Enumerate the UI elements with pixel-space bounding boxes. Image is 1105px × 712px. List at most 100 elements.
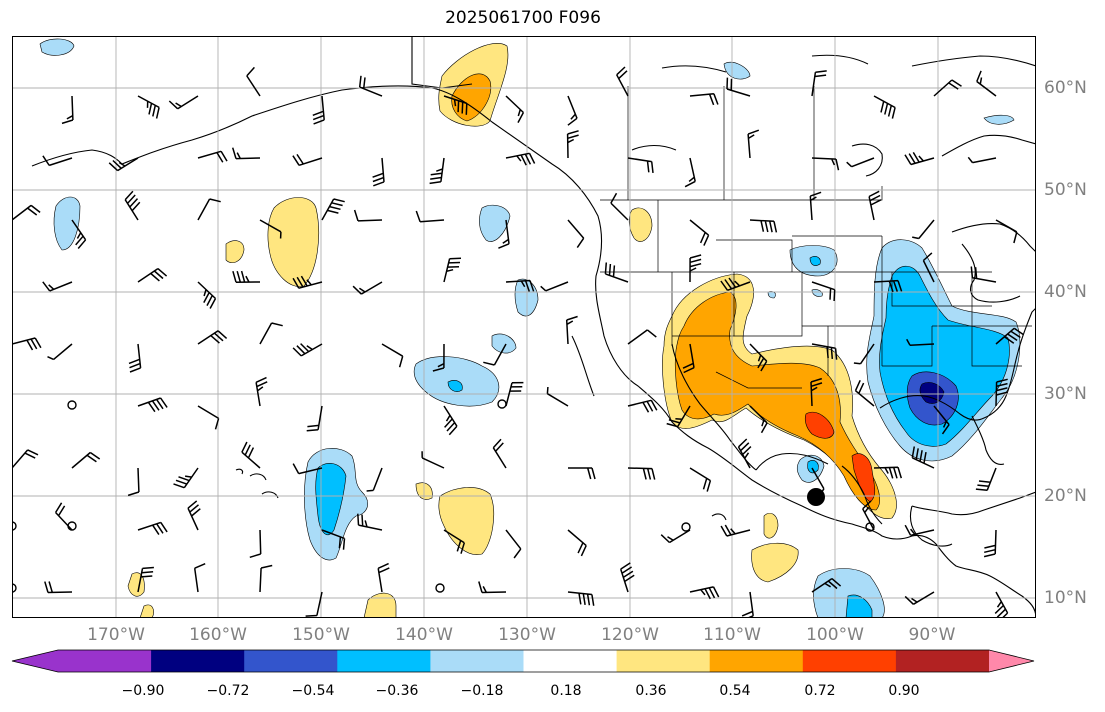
wind-barb — [922, 252, 935, 283]
colorbar-outline — [11, 649, 1035, 673]
wind-barb — [232, 270, 261, 283]
wind-barb — [737, 438, 752, 469]
wind-barb — [381, 343, 404, 368]
political-borders — [600, 86, 1032, 389]
wind-barb — [862, 500, 875, 531]
wind-barb — [567, 591, 595, 606]
colorbar-label: −0.90 — [121, 683, 165, 699]
wind-barb — [197, 198, 221, 221]
lon-label-120w: 120°W — [601, 625, 659, 645]
wind-barb — [684, 157, 696, 188]
wind-barb — [610, 192, 629, 221]
wind-barb — [967, 156, 997, 164]
lat-label-40n: 40°N — [1044, 282, 1087, 302]
wind-barb — [321, 529, 346, 550]
wind-barb — [505, 95, 525, 123]
lon-label-100w: 100°W — [806, 625, 864, 645]
wind-barb — [904, 591, 935, 605]
colorbar — [11, 649, 1035, 673]
wind-barb — [54, 502, 73, 531]
wind-barb — [292, 153, 323, 167]
wind-barb — [137, 267, 168, 283]
lon-label-150w: 150°W — [292, 625, 350, 645]
colorbar-label: 0.90 — [888, 683, 920, 699]
wind-barb — [810, 377, 823, 407]
wind-barb — [259, 564, 273, 593]
wind-barb — [249, 529, 262, 559]
wind-barb — [906, 338, 935, 346]
wind-barb — [505, 279, 535, 292]
wind-barb — [689, 219, 710, 246]
wind-barb — [357, 513, 383, 531]
wind-barb — [61, 95, 74, 125]
wind-barb — [976, 70, 997, 97]
coastlines — [31, 36, 1036, 618]
wind-barb — [666, 405, 691, 428]
colorbar-label: 0.54 — [719, 683, 751, 699]
wind-barb — [12, 337, 42, 351]
wind-barb — [868, 190, 882, 221]
lat-label-60n: 60°N — [1044, 78, 1087, 98]
wind-barb — [546, 386, 569, 407]
wind-barb — [321, 198, 345, 221]
lon-label-170w: 170°W — [87, 625, 145, 645]
wind-barb — [505, 381, 524, 407]
wind-barb — [372, 157, 385, 187]
lon-label-160w: 160°W — [189, 625, 247, 645]
wind-barb — [352, 281, 383, 295]
colorbar-segment — [802, 650, 897, 672]
wind-barb — [197, 330, 228, 345]
colorbar-label: 0.72 — [804, 683, 836, 699]
wind-barb — [124, 190, 141, 221]
colorbar-extend-high — [989, 650, 1034, 672]
wind-barb — [197, 405, 220, 430]
wind-barb — [811, 70, 827, 97]
wind-barb — [660, 529, 691, 544]
colorbar-segment — [244, 650, 338, 672]
wind-barb — [12, 449, 39, 469]
wind-barb — [492, 438, 507, 469]
wind-barb — [689, 586, 720, 600]
wind-barb — [47, 343, 73, 361]
wind-barb — [259, 219, 282, 239]
wind-barb — [627, 157, 654, 173]
colorbar-label: −0.18 — [460, 683, 504, 699]
wind-barb — [904, 524, 935, 537]
wind-barb — [443, 529, 466, 554]
wind-barb — [255, 376, 268, 407]
wind-barb — [168, 95, 199, 110]
wind-barb — [108, 157, 139, 172]
wind-barb — [873, 95, 896, 119]
colorbar-segment — [895, 650, 990, 672]
wind-barb — [137, 397, 168, 413]
wind-barb — [619, 562, 635, 593]
wind-barb — [443, 95, 468, 115]
wind-barb — [128, 343, 142, 373]
wind-barb — [259, 322, 283, 345]
wind-barb — [749, 343, 768, 372]
wind-barb — [933, 405, 950, 435]
lon-label-90w: 90°W — [908, 625, 956, 645]
wind-barb — [137, 95, 160, 119]
colorbar-segment — [430, 650, 524, 672]
wind-barb — [567, 219, 585, 249]
wind-barb — [741, 591, 754, 618]
wind-barb — [975, 467, 997, 492]
location-marker — [807, 488, 825, 506]
calm-wind-circles — [12, 399, 875, 593]
wind-barb — [197, 281, 217, 309]
wind-barb — [137, 521, 168, 536]
wind-barb — [42, 281, 73, 292]
lat-label-20n: 20°N — [1044, 486, 1087, 506]
wind-barb — [911, 446, 935, 469]
wind-barb — [505, 529, 522, 559]
wind-barb — [353, 209, 383, 222]
wind-barb — [137, 566, 154, 593]
lat-label-50n: 50°N — [1044, 180, 1087, 200]
contour-fills — [39, 38, 1021, 618]
wind-barb — [720, 277, 751, 292]
wind-barb — [197, 150, 228, 163]
wind-barb — [42, 155, 73, 167]
wind-barb — [846, 157, 875, 168]
wind-barb — [933, 79, 962, 97]
